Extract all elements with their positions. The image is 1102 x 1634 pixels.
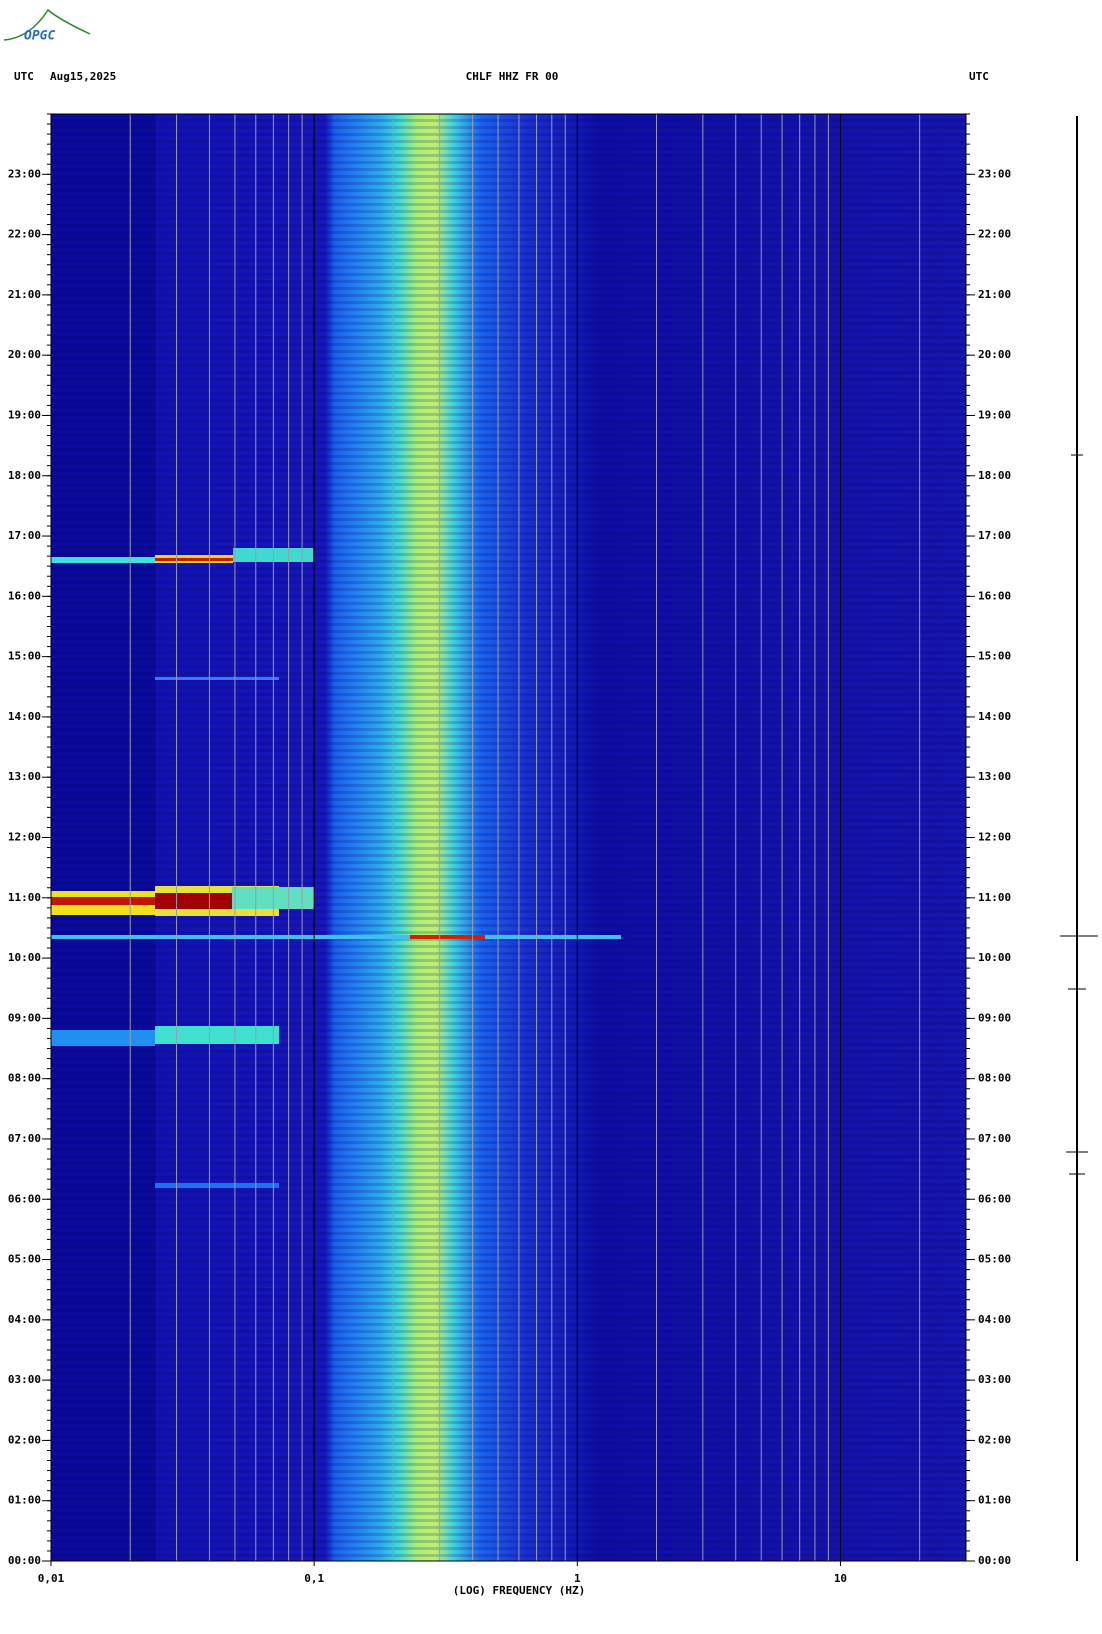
x-tick-label: 1 xyxy=(574,1572,581,1585)
y-tick-label: 03:00 xyxy=(8,1373,41,1386)
seismogram xyxy=(1060,116,1098,1561)
y-tick-label: 06:00 xyxy=(978,1192,1011,1205)
y-tick-label: 20:00 xyxy=(8,348,41,361)
y-tick-label: 00:00 xyxy=(8,1554,41,1567)
y-tick-label: 01:00 xyxy=(978,1494,1011,1507)
y-tick-label: 04:00 xyxy=(978,1313,1011,1326)
station-label: CHLF HHZ FR 00 xyxy=(466,70,559,83)
y-tick-label: 01:00 xyxy=(8,1494,41,1507)
event xyxy=(155,1026,279,1044)
y-tick-label: 11:00 xyxy=(978,891,1011,904)
logo-text: OPGC xyxy=(24,29,55,44)
spectrogram-texture xyxy=(51,114,966,1561)
y-tick-label: 08:00 xyxy=(978,1072,1011,1085)
y-tick-label: 12:00 xyxy=(8,831,41,844)
y-tick-label: 07:00 xyxy=(978,1132,1011,1145)
y-tick-label: 18:00 xyxy=(978,469,1011,482)
y-tick-label: 23:00 xyxy=(978,167,1011,180)
y-tick-label: 07:00 xyxy=(8,1132,41,1145)
y-tick-label: 16:00 xyxy=(978,589,1011,602)
x-tick-label: 10 xyxy=(834,1572,847,1585)
event xyxy=(155,677,279,680)
event xyxy=(410,935,485,939)
y-tick-label: 15:00 xyxy=(978,650,1011,663)
y-tick-label: 15:00 xyxy=(8,650,41,663)
y-tick-label: 19:00 xyxy=(8,408,41,421)
y-tick-label: 08:00 xyxy=(8,1072,41,1085)
y-tick-label: 14:00 xyxy=(8,710,41,723)
y-tick-label: 13:00 xyxy=(978,770,1011,783)
y-tick-label: 09:00 xyxy=(978,1011,1011,1024)
timezone-label: UTC xyxy=(969,70,989,83)
event xyxy=(155,1183,279,1188)
y-tick-label: 06:00 xyxy=(8,1192,41,1205)
x-tick-label: 0,01 xyxy=(38,1572,65,1585)
event xyxy=(51,557,155,563)
y-tick-label: 22:00 xyxy=(8,228,41,241)
y-tick-label: 02:00 xyxy=(8,1433,41,1446)
y-tick-label: 23:00 xyxy=(8,167,41,180)
date-label: Aug15,2025 xyxy=(50,70,116,83)
y-tick-label: 00:00 xyxy=(978,1554,1011,1567)
y-tick-label: 02:00 xyxy=(978,1433,1011,1446)
y-tick-label: 22:00 xyxy=(978,228,1011,241)
plot-frame xyxy=(50,113,967,1562)
y-tick-label: 12:00 xyxy=(978,831,1011,844)
event xyxy=(155,558,233,561)
y-tick-label: 20:00 xyxy=(978,348,1011,361)
y-tick-label: 17:00 xyxy=(978,529,1011,542)
x-tick-label: 0,1 xyxy=(304,1572,324,1585)
y-tick-label: 19:00 xyxy=(978,408,1011,421)
y-tick-label: 14:00 xyxy=(978,710,1011,723)
y-tick-label: 21:00 xyxy=(8,288,41,301)
y-tick-label: 21:00 xyxy=(978,288,1011,301)
y-tick-label: 05:00 xyxy=(978,1253,1011,1266)
y-tick-label: 03:00 xyxy=(978,1373,1011,1386)
y-tick-label: 05:00 xyxy=(8,1253,41,1266)
y-tick-label: 10:00 xyxy=(978,951,1011,964)
y-tick-label: 17:00 xyxy=(8,529,41,542)
y-tick-label: 13:00 xyxy=(8,770,41,783)
y-tick-label: 04:00 xyxy=(8,1313,41,1326)
x-axis-label: (LOG) FREQUENCY (HZ) xyxy=(453,1584,585,1597)
logo: OPGC xyxy=(3,8,91,44)
y-tick-label: 11:00 xyxy=(8,891,41,904)
event xyxy=(51,897,155,905)
timezone-label: UTC xyxy=(14,70,34,83)
y-tick-label: 10:00 xyxy=(8,951,41,964)
event xyxy=(51,1030,155,1046)
y-tick-label: 09:00 xyxy=(8,1011,41,1024)
event xyxy=(51,935,621,939)
y-tick-label: 16:00 xyxy=(8,589,41,602)
y-tick-label: 18:00 xyxy=(8,469,41,482)
